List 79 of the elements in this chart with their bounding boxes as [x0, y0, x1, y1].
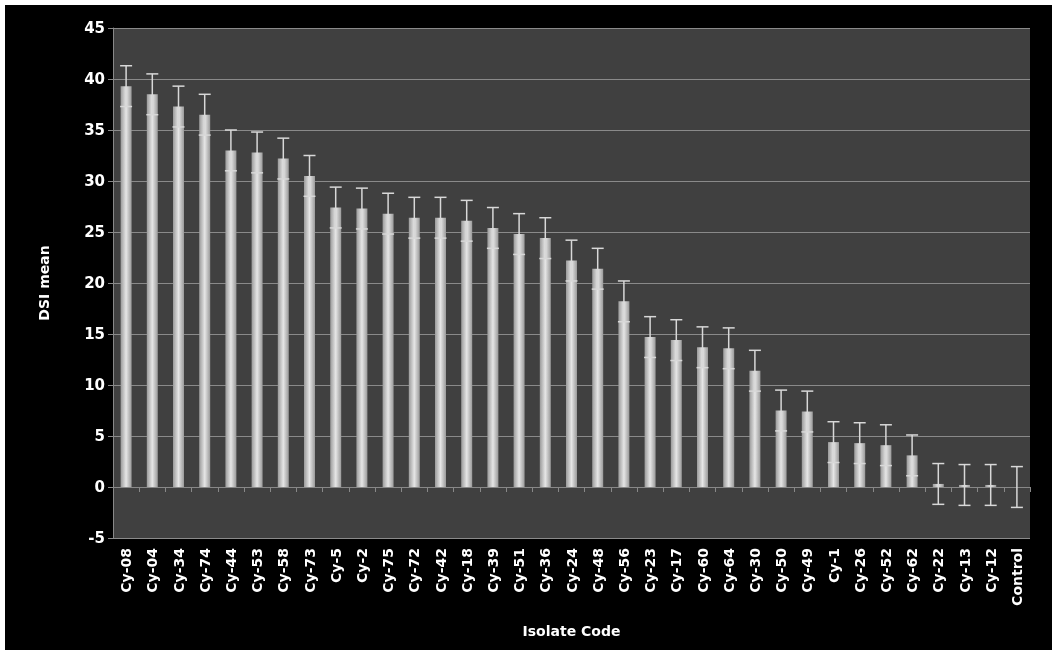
bar — [251, 152, 263, 487]
x-tick-label: Cy-26 — [851, 548, 868, 593]
bar — [330, 207, 342, 487]
y-tick-label: 40 — [84, 70, 105, 88]
bar — [356, 208, 368, 487]
x-tick-label: Cy-23 — [642, 548, 659, 593]
bar — [461, 220, 473, 487]
x-tick-label: Cy-34 — [170, 547, 187, 593]
x-tick-label: Cy-18 — [458, 548, 475, 593]
bar — [618, 301, 630, 487]
x-tick-label: Cy-75 — [380, 548, 397, 593]
bar — [775, 410, 787, 487]
x-tick-label: Cy-72 — [406, 548, 423, 593]
y-tick-label: 35 — [84, 121, 105, 139]
x-tick-label: Cy-48 — [589, 548, 606, 593]
y-tick-label: -5 — [88, 529, 105, 547]
bar — [146, 94, 158, 487]
bar — [487, 227, 499, 487]
bar — [225, 150, 237, 487]
x-tick-label: Cy-5 — [327, 548, 344, 583]
bar — [120, 86, 132, 487]
x-tick-label: Cy-36 — [537, 548, 554, 593]
x-axis-title: Isolate Code — [522, 623, 621, 639]
bar — [408, 217, 420, 487]
x-tick-label: Cy-62 — [904, 548, 921, 593]
x-tick-label: Cy-08 — [118, 548, 135, 593]
bar — [566, 260, 577, 487]
x-tick-label: Cy-51 — [511, 548, 528, 593]
y-tick-label: 30 — [84, 172, 105, 190]
bar — [435, 217, 446, 487]
y-tick-label: 25 — [84, 223, 105, 241]
bar — [985, 484, 997, 487]
bar — [801, 411, 813, 487]
bar — [828, 442, 839, 487]
bar — [723, 348, 735, 487]
y-tick-label: 15 — [84, 325, 105, 343]
x-tick-label: Cy-12 — [982, 548, 999, 593]
y-tick-label: 45 — [84, 19, 105, 37]
bar — [173, 106, 184, 487]
bar — [644, 337, 656, 487]
bar — [382, 213, 394, 487]
x-tick-label: Control — [1008, 548, 1025, 606]
bar — [592, 268, 604, 487]
x-tick-label: Cy-1 — [825, 548, 842, 583]
x-tick-label: Cy-58 — [275, 548, 292, 593]
bar — [697, 347, 708, 487]
x-tick-label: Cy-44 — [222, 547, 239, 593]
y-tick-label: 10 — [84, 376, 105, 394]
bar — [304, 175, 315, 487]
bar — [749, 370, 761, 487]
y-tick-label: 0 — [94, 478, 105, 496]
x-tick-label: Cy-24 — [563, 547, 580, 593]
y-tick-label: 5 — [94, 427, 105, 445]
bar — [513, 234, 525, 487]
x-tick-label: Cy-50 — [773, 547, 790, 593]
x-tick-label: Cy-04 — [144, 547, 161, 593]
x-tick-label: Cy-17 — [668, 548, 685, 593]
x-tick-label: Cy-60 — [694, 547, 711, 593]
bar — [199, 114, 211, 487]
x-tick-label: Cy-13 — [956, 548, 973, 593]
x-tick-label: Cy-64 — [720, 547, 737, 593]
x-tick-label: Cy-30 — [746, 547, 763, 593]
bar — [277, 158, 289, 487]
bar — [959, 484, 970, 487]
x-tick-label: Cy-73 — [301, 548, 318, 593]
x-tick-label: Cy-49 — [799, 548, 816, 593]
x-tick-label: Cy-52 — [877, 548, 894, 593]
bar — [854, 443, 866, 487]
x-tick-label: Cy-2 — [353, 548, 370, 583]
y-tick-label: 20 — [84, 274, 105, 292]
x-tick-label: Cy-22 — [930, 548, 947, 593]
x-tick-label: Cy-74 — [196, 547, 213, 593]
y-axis-title: DSI mean — [36, 245, 52, 321]
x-tick-label: Cy-56 — [615, 548, 632, 593]
bar — [539, 238, 551, 487]
x-tick-label: Cy-39 — [484, 548, 501, 593]
bar — [670, 340, 682, 487]
x-tick-label: Cy-53 — [249, 548, 266, 593]
x-tick-label: Cy-42 — [432, 548, 449, 593]
